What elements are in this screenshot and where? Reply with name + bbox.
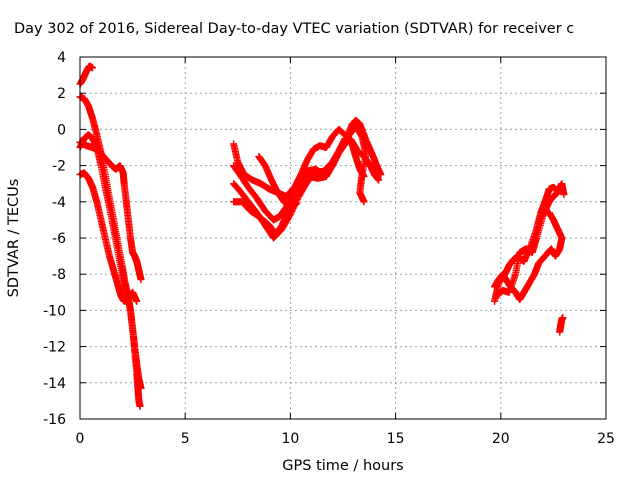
x-tick-label: 10 (281, 431, 299, 447)
y-tick-label: 4 (57, 50, 66, 66)
tick-marks (79, 56, 607, 420)
x-axis-label: GPS time / hours (282, 458, 403, 474)
y-tick-label: -2 (52, 159, 66, 175)
data-point (137, 384, 145, 392)
data-track (230, 125, 383, 200)
data-point (375, 176, 383, 184)
y-tick-label: -8 (52, 267, 66, 283)
data-point (293, 200, 301, 208)
data-points (76, 62, 568, 410)
x-tick-label: 25 (597, 431, 615, 447)
data-point (377, 171, 385, 179)
y-tick-labels: 4 2 0 -2 -4 -6 -8 -10 -12 -14 -16 (43, 50, 66, 428)
y-tick-label: -14 (43, 376, 66, 392)
data-track (230, 116, 385, 238)
x-tick-label: 15 (387, 431, 405, 447)
plot-border (79, 56, 607, 420)
y-tick-label: -16 (43, 412, 66, 428)
y-axis-label: SDTVAR / TECUs (6, 179, 22, 298)
y-tick-label: -4 (52, 195, 66, 211)
data-track (490, 209, 566, 304)
data-track (493, 189, 562, 300)
data-point (554, 189, 562, 197)
data-point (560, 191, 568, 199)
data-track (556, 314, 567, 336)
y-tick-label: 0 (57, 122, 66, 138)
data-track (76, 62, 97, 88)
grid (80, 57, 606, 419)
x-tick-labels: 0 5 10 15 20 25 (76, 431, 615, 447)
data-point (137, 276, 145, 284)
data-point (136, 402, 144, 410)
data-track (76, 131, 145, 392)
data-point (360, 198, 368, 206)
y-tick-label: 2 (57, 86, 66, 102)
x-tick-label: 0 (76, 431, 85, 447)
y-tick-label: -10 (43, 303, 66, 319)
data-track (76, 138, 145, 284)
data-point (133, 297, 141, 305)
x-tick-label: 20 (492, 431, 510, 447)
y-tick-label: -6 (52, 231, 66, 247)
y-tick-label: -12 (43, 340, 66, 356)
data-track (76, 169, 141, 305)
data-track (255, 153, 301, 211)
data-point (559, 314, 567, 322)
data-point (89, 64, 97, 72)
chart-title: Day 302 of 2016, Sidereal Day-to-day VTE… (14, 21, 574, 37)
x-tick-label: 5 (181, 431, 190, 447)
